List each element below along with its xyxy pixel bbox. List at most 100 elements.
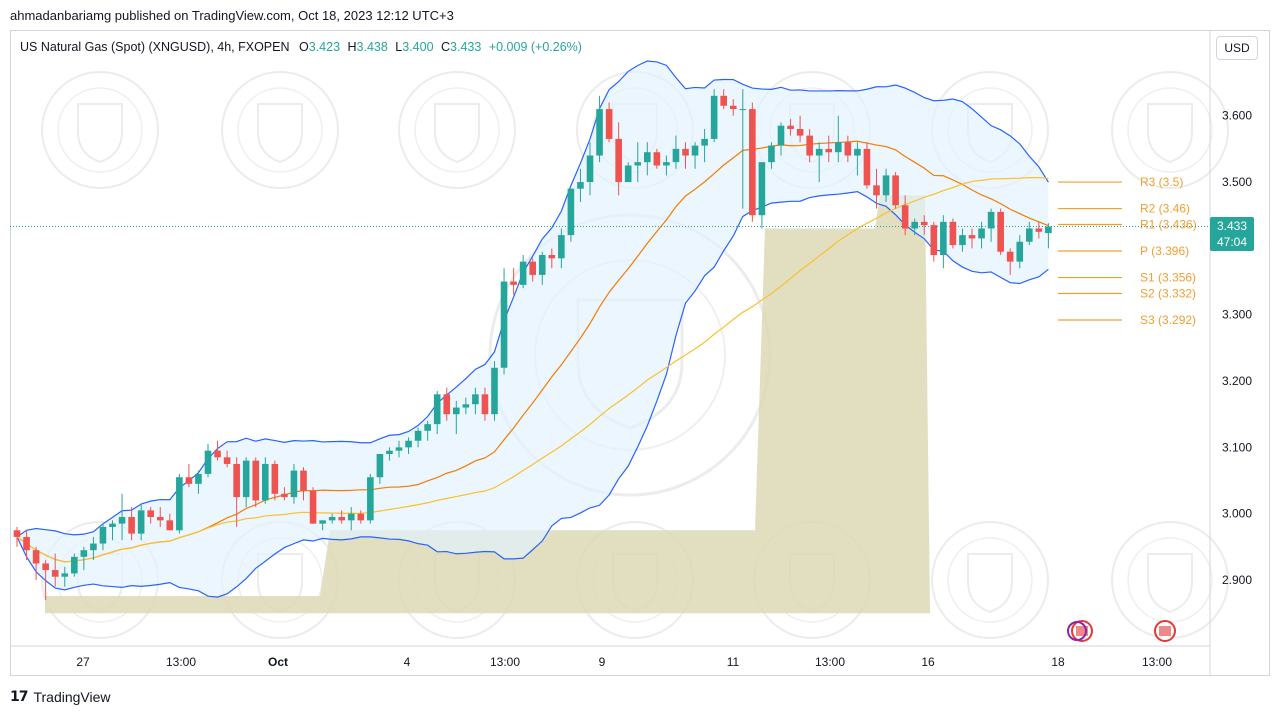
candle-body	[1045, 226, 1052, 234]
candle-body	[500, 281, 508, 368]
candle-body	[806, 135, 813, 156]
candle-body	[911, 221, 918, 229]
candle-body	[51, 570, 59, 577]
x-tick-label: 4	[404, 655, 411, 669]
moving-average-yellow-line	[16, 176, 1049, 563]
us-flag-stripes-icon	[1159, 626, 1171, 636]
candle-body	[185, 477, 193, 484]
candle-body	[882, 175, 890, 196]
footer[interactable]: 𝟭𝟳 TradingView	[10, 688, 111, 705]
candle-body	[787, 125, 794, 129]
watermark-seal-icon	[1111, 521, 1229, 639]
axes-layer: 2.900 3.000 3.100 3.200 3.300 3.500 3.600 27 13:…	[10, 30, 1252, 676]
footer-brand: TradingView	[33, 688, 111, 705]
candle-body	[271, 463, 279, 494]
last-price-tag: 3.433 47:04	[1210, 217, 1254, 251]
candle-body	[23, 536, 30, 551]
pivot-label: R1 (3.436)	[1140, 218, 1197, 232]
candle-body	[99, 526, 107, 544]
candle-body	[519, 261, 527, 285]
legend-close-label: C	[441, 40, 451, 54]
candle-body	[940, 221, 947, 256]
y-tick-label: 3.200	[1222, 374, 1252, 388]
x-tick-label: 16	[921, 655, 935, 669]
candle-body	[61, 573, 69, 577]
candle-body	[481, 394, 489, 415]
candle-body	[1016, 241, 1024, 262]
candle-body	[309, 490, 317, 524]
candle-body	[987, 211, 995, 229]
watermark-seal-icon	[1111, 71, 1229, 189]
tradingview-logo-icon: 𝟭𝟳	[10, 688, 29, 704]
candle-body	[137, 510, 145, 534]
candle-body	[777, 125, 785, 146]
candle-body	[825, 148, 833, 153]
candle-body	[634, 162, 642, 166]
pivot-label: S3 (3.292)	[1140, 313, 1196, 327]
us-flag-stripes-icon	[1076, 626, 1088, 636]
watermark-seal-icon	[221, 71, 339, 189]
candle-body	[491, 367, 498, 415]
candle-body	[166, 520, 174, 531]
candle-body	[854, 148, 861, 156]
legend-high: 3.438	[356, 40, 388, 54]
currency-button[interactable]: USD	[1216, 36, 1258, 60]
candle-body	[462, 404, 470, 408]
candle-body	[376, 454, 384, 478]
pivot-label: R2 (3.46)	[1140, 202, 1190, 216]
candle-body	[749, 109, 756, 216]
candle-body	[968, 235, 976, 239]
chart-frame[interactable]	[10, 30, 1270, 676]
candle-body	[109, 523, 116, 527]
moving-averages-layer	[16, 140, 1049, 563]
candle-body	[663, 162, 670, 166]
legend-symbol: US Natural Gas (Spot) (XNGUSD), 4h, FXOP…	[20, 40, 290, 54]
candle-body	[682, 148, 689, 156]
legend: US Natural Gas (Spot) (XNGUSD), 4h, FXOP…	[20, 40, 582, 54]
candle-body	[347, 513, 355, 521]
published-note: ahmadanbariamg published on TradingView.…	[10, 8, 454, 23]
x-tick-label: 27	[76, 655, 90, 669]
candle-body	[739, 109, 747, 111]
candle-body	[233, 463, 240, 498]
x-tick-label: 13:00	[1142, 655, 1172, 669]
x-tick-label: 13:00	[490, 655, 520, 669]
candle-body	[538, 255, 546, 275]
candle-body	[548, 255, 556, 259]
candle-body	[252, 460, 260, 501]
candle-body	[195, 473, 202, 484]
candle-body	[978, 228, 985, 239]
candle-body	[147, 510, 154, 518]
legend-low: 3.400	[402, 40, 434, 54]
x-tick-label: 13:00	[166, 655, 196, 669]
candle-body	[529, 261, 536, 275]
volume-profile-layer	[45, 195, 930, 614]
legend-close: 3.433	[450, 40, 482, 54]
candle-body	[223, 457, 231, 464]
candle-body	[644, 152, 651, 163]
multi-event-icon	[1067, 621, 1087, 641]
watermark-seal-icon	[41, 71, 159, 189]
candle-body	[395, 447, 403, 451]
candle-body	[443, 394, 451, 415]
legend-low-label: L	[395, 40, 403, 54]
y-tick-label: 3.300	[1222, 308, 1252, 322]
candle-body	[997, 211, 1004, 252]
pivot-label: S1 (3.356)	[1140, 271, 1196, 285]
candle-body	[892, 175, 899, 206]
y-tick-label: 3.600	[1222, 109, 1252, 123]
candle-body	[815, 148, 823, 156]
candle-body	[729, 105, 737, 110]
candle-body	[300, 470, 307, 491]
pivot-levels-layer: R3 (3.5) R2 (3.46) R1 (3.436) P (3.396) S1 (…	[10, 175, 1210, 327]
candle-body	[844, 142, 852, 156]
candle-body	[386, 450, 393, 455]
last-price-value: 3.433	[1216, 219, 1248, 233]
candle-body	[873, 185, 880, 196]
candle-body	[510, 281, 517, 285]
candle-body	[156, 517, 164, 521]
x-tick-label: Oct	[268, 655, 288, 669]
candle-body	[118, 517, 126, 524]
candle-body	[204, 450, 212, 474]
